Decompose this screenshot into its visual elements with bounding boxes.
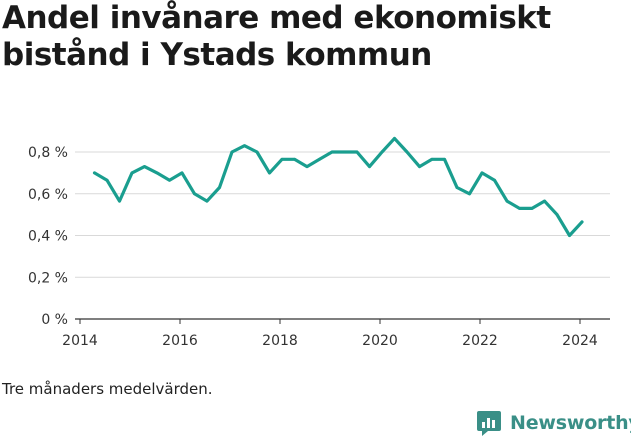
chart-note: Tre månaders medelvärden. xyxy=(2,380,213,398)
y-tick-label: 0,8 % xyxy=(28,145,68,161)
x-tick-label: 2024 xyxy=(562,333,598,349)
x-tick-label: 2020 xyxy=(362,333,398,349)
data-point xyxy=(430,157,434,161)
y-tick-label: 0,4 % xyxy=(28,229,68,245)
data-point xyxy=(505,199,509,203)
data-point xyxy=(518,206,521,210)
gridlines xyxy=(75,151,610,320)
y-tick-label: 0,6 % xyxy=(28,187,68,203)
data-point xyxy=(480,171,484,175)
data-point xyxy=(93,171,96,175)
y-tick-label: 0 % xyxy=(41,312,68,328)
chart-title-line-2: bistånd i Ystads kommun xyxy=(2,37,432,73)
brand-logo: Newsworthy xyxy=(476,408,631,438)
data-point xyxy=(318,157,321,161)
newsworthy-logo-icon xyxy=(477,411,501,436)
data-point xyxy=(580,220,584,224)
data-point xyxy=(455,186,459,189)
x-tick-label: 2018 xyxy=(262,333,298,349)
data-point xyxy=(418,165,421,169)
data-point xyxy=(305,165,309,169)
data-point xyxy=(330,150,334,154)
data-point xyxy=(193,192,196,196)
data-point xyxy=(493,178,496,182)
data-point xyxy=(568,234,571,237)
x-tick-label: 2022 xyxy=(462,333,498,349)
data-point xyxy=(143,165,146,169)
data-point xyxy=(393,137,396,140)
data-point xyxy=(155,171,159,175)
data-point xyxy=(355,150,359,154)
data-point xyxy=(343,150,346,154)
y-tick-label: 0,2 % xyxy=(28,270,68,286)
data-point xyxy=(280,157,284,161)
data-point xyxy=(218,186,221,189)
data-point xyxy=(243,144,246,148)
data-point xyxy=(530,206,534,210)
series-line xyxy=(92,136,584,238)
data-point xyxy=(105,178,109,182)
data-point xyxy=(543,199,546,203)
data-point xyxy=(230,150,234,154)
data-point xyxy=(555,213,559,217)
brand-name: Newsworthy xyxy=(510,412,631,434)
y-axis: 0 % 0,2 % 0,4 % 0,6 % 0,8 % xyxy=(28,145,68,328)
series-layer xyxy=(92,136,584,238)
data-point xyxy=(405,150,409,154)
data-point xyxy=(255,150,259,154)
data-point xyxy=(293,157,296,161)
x-tick-label: 2016 xyxy=(162,333,198,349)
data-point xyxy=(130,171,134,175)
data-point xyxy=(368,165,371,169)
chart-title-line-1: Andel invånare med ekonomiskt xyxy=(2,0,551,36)
data-point xyxy=(268,171,271,175)
data-point xyxy=(443,157,446,161)
data-point xyxy=(468,192,471,196)
data-point xyxy=(168,178,171,182)
data-point xyxy=(380,150,384,154)
x-axis: 2014 2016 2018 2020 2022 2024 xyxy=(62,319,598,349)
x-tick-label: 2014 xyxy=(62,333,98,349)
chart-title: Andel invånare med ekonomiskt bistånd i … xyxy=(2,0,622,74)
data-point xyxy=(180,171,184,175)
data-point xyxy=(118,199,121,203)
data-point xyxy=(205,199,209,203)
